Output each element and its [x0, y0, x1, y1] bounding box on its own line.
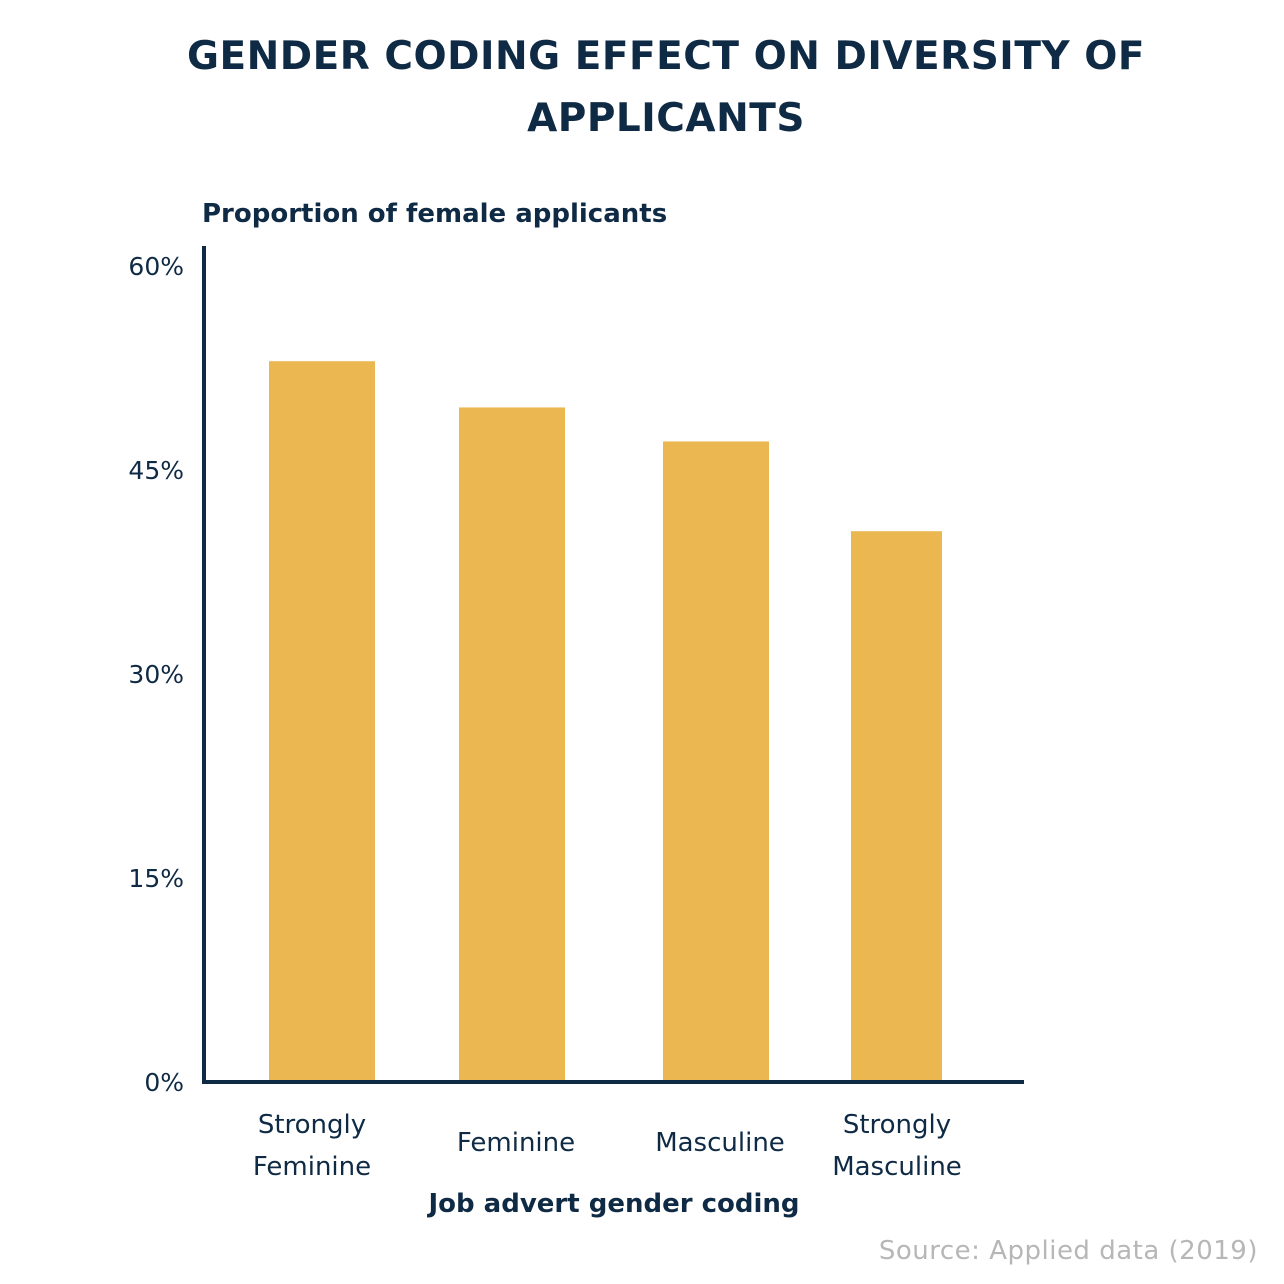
bar-0 [269, 361, 375, 1082]
y-tick-label: 0% [144, 1068, 184, 1097]
y-tick-label: 30% [128, 660, 184, 689]
x-tick-label-line: Masculine [832, 1152, 962, 1182]
chart-title-line-2: APPLICANTS [527, 96, 805, 141]
x-tick-label-line: Feminine [457, 1128, 575, 1158]
x-tick-label-line: Feminine [253, 1152, 371, 1182]
y-tick-label: 60% [128, 252, 184, 281]
chart-title: GENDER CODING EFFECT ON DIVERSITY OF APP… [0, 26, 1284, 150]
bar-1 [459, 407, 565, 1082]
x-tick-label-line: Masculine [655, 1128, 785, 1158]
x-tick-label: Feminine [457, 1128, 575, 1158]
x-axis-label: Job advert gender coding [426, 1189, 799, 1219]
bars-group [269, 361, 942, 1082]
x-tick-label: Strongly Feminine [253, 1110, 371, 1182]
x-tick-label-line: Strongly [258, 1110, 366, 1140]
y-axis-label: Proportion of female applicants [202, 199, 667, 229]
chart-title-line-1: GENDER CODING EFFECT ON DIVERSITY OF [186, 34, 1146, 79]
y-tick-label: 15% [128, 864, 184, 893]
bar-2 [663, 441, 769, 1082]
bar-3 [851, 531, 942, 1082]
y-ticks-group: 0% 15% 30% 45% 60% [128, 252, 184, 1097]
x-tick-label: Strongly Masculine [832, 1110, 962, 1182]
source-note: Source: Applied data (2019) [878, 1236, 1258, 1266]
x-tick-label-line: Strongly [843, 1110, 951, 1140]
x-tick-label: Masculine [655, 1128, 785, 1158]
y-tick-label: 45% [128, 456, 184, 485]
